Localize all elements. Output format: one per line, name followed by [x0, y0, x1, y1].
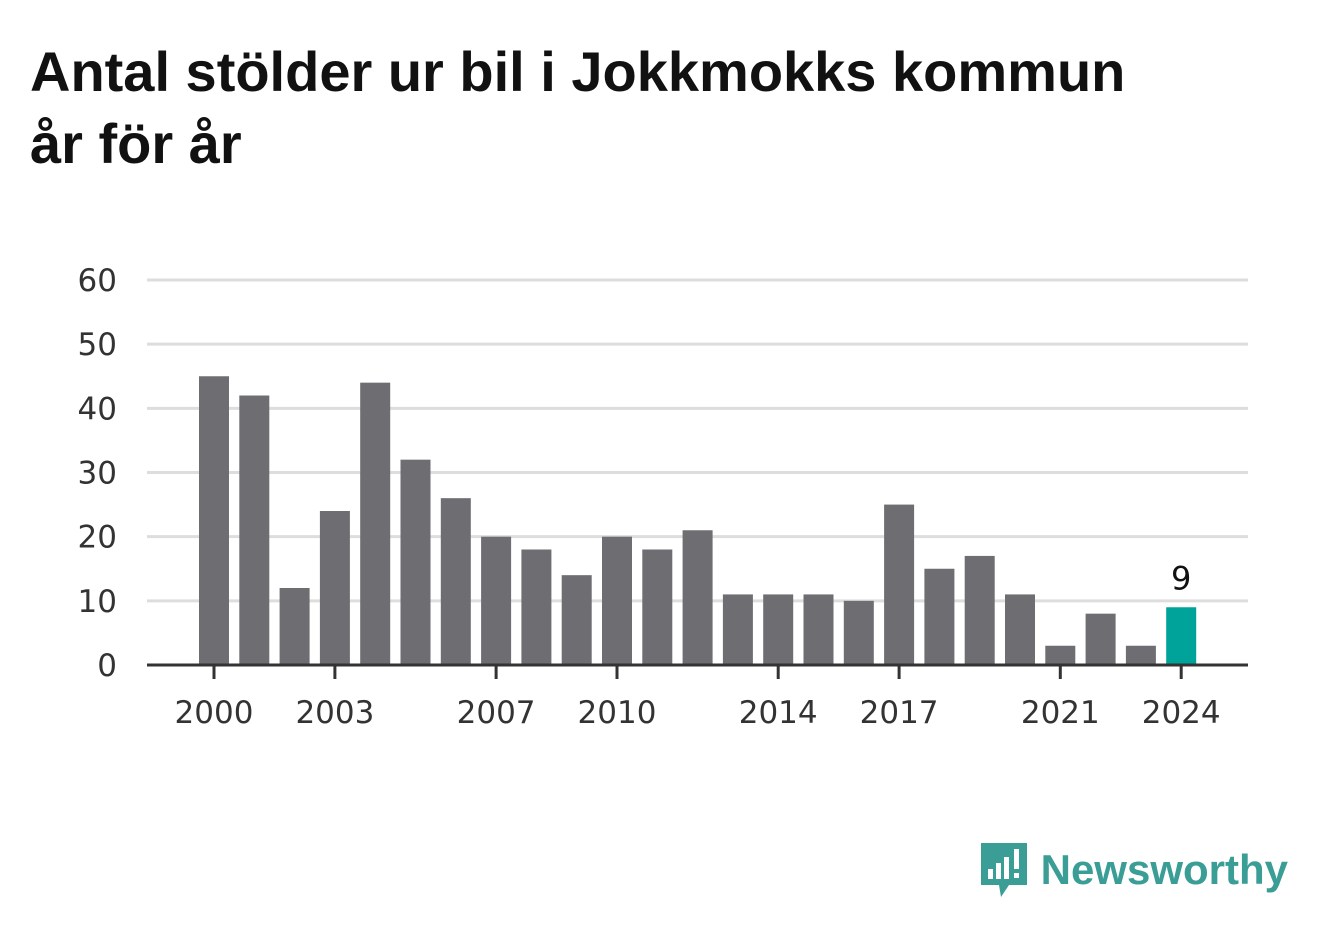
newsworthy-logo-icon [980, 843, 1027, 897]
y-tick-label: 10 [78, 584, 117, 620]
y-tick-label: 60 [78, 263, 117, 299]
chart-title: Antal stölder ur bil i Jokkmokks kommun … [30, 40, 1126, 175]
brand-name: Newsworthy [1040, 846, 1288, 893]
y-tick-label: 0 [97, 648, 117, 684]
bar [199, 376, 229, 665]
highlight-bar [1166, 607, 1197, 665]
x-tick-label: 2021 [1021, 695, 1100, 731]
x-tick-label: 2024 [1142, 695, 1221, 731]
x-tick-label: 2003 [295, 695, 374, 731]
bar [803, 594, 834, 665]
x-tick-label: 2017 [860, 695, 939, 731]
x-tick-label: 2007 [457, 695, 536, 731]
bar [360, 382, 391, 665]
bar [722, 594, 753, 665]
bar [400, 459, 431, 665]
bar [481, 536, 512, 665]
bar [561, 575, 592, 665]
bar [884, 504, 915, 665]
y-tick-label: 50 [78, 327, 117, 363]
bar [239, 395, 270, 665]
bar [924, 568, 955, 665]
bar [642, 549, 673, 665]
bar [1045, 645, 1076, 665]
bar [763, 594, 794, 665]
bar [1125, 645, 1156, 665]
x-tick-label: 2014 [739, 695, 818, 731]
bar [843, 600, 874, 665]
y-tick-label: 20 [78, 520, 117, 556]
bar [964, 555, 995, 665]
bar [1005, 594, 1035, 665]
bar [521, 549, 552, 665]
bar [602, 536, 632, 665]
y-tick-label: 30 [78, 456, 117, 492]
bar [1085, 613, 1116, 665]
bar [319, 511, 350, 665]
x-tick-label: 2000 [175, 695, 254, 731]
value-label: 9 [1171, 559, 1191, 597]
x-tick-label: 2010 [578, 695, 657, 731]
brand: Newsworthy [979, 841, 1288, 899]
y-tick-label: 40 [78, 391, 117, 427]
bar [279, 588, 310, 665]
bar [682, 530, 713, 665]
bar [440, 498, 471, 665]
